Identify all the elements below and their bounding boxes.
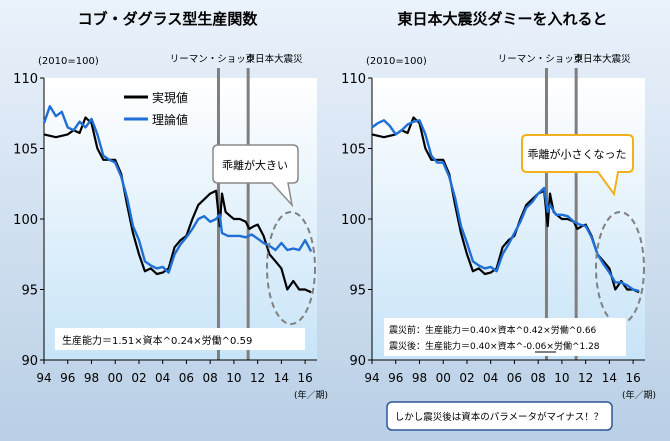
x-tick-label: 00: [108, 371, 123, 385]
note-text: しかし震災後は資本のパラメータがマイナス！？: [395, 411, 604, 423]
event-label-lehman: リーマン・ショック: [170, 54, 256, 65]
y-tick-label: 90: [21, 354, 38, 369]
formula-box: [55, 328, 305, 350]
x-tick-label: 98: [84, 371, 99, 385]
y-tick-label: 90: [349, 354, 366, 369]
x-tick-label: 08: [531, 371, 546, 385]
x-tick-label: 02: [459, 371, 474, 385]
x-tick-label: 14: [602, 371, 617, 385]
x-unit-label: (年／期): [622, 389, 656, 401]
y-tick-label: 100: [13, 213, 38, 228]
plot-area-right: [372, 78, 645, 360]
x-tick-label: 96: [388, 371, 403, 385]
note-box: [386, 401, 613, 431]
x-tick-label: 08: [203, 371, 218, 385]
chart-title-right: 東日本大震災ダミーを入れると: [397, 10, 608, 28]
x-tick-label: 96: [60, 371, 75, 385]
index-label: (2010=100): [38, 56, 99, 67]
x-tick-label: 94: [36, 371, 51, 385]
formula-text: 生産能力＝1.51×資本^0.24×労働^0.59: [62, 334, 252, 347]
y-tick-label: 105: [341, 143, 366, 158]
x-tick-label: 04: [155, 371, 170, 385]
highlight-ellipse: [266, 211, 316, 325]
x-tick-label: 12: [578, 371, 593, 385]
x-tick-label: 06: [179, 371, 194, 385]
x-tick-label: 10: [226, 371, 241, 385]
x-tick-label: 16: [297, 371, 312, 385]
callout-bubble: [521, 134, 634, 197]
x-tick-label: 16: [625, 371, 640, 385]
callout-bubble: [212, 144, 299, 208]
x-tick-label: 06: [507, 371, 522, 385]
x-tick-label: 02: [131, 371, 146, 385]
x-unit-label: (年／期): [294, 389, 328, 401]
series-line-theory: [371, 119, 640, 293]
formula-box: [384, 318, 626, 356]
formula-text: 震災前：生産能力＝0.40×資本^0.42×労働^0.66: [389, 324, 597, 336]
x-tick-label: 94: [364, 371, 379, 385]
x-tick-label: 04: [483, 371, 498, 385]
series-line-theory: [42, 104, 313, 274]
y-tick-label: 100: [341, 213, 366, 228]
y-tick-label: 95: [21, 284, 38, 299]
event-label-lehman: リーマン・ショック: [498, 54, 584, 65]
y-tick-label: 95: [349, 284, 366, 299]
x-tick-label: 10: [554, 371, 569, 385]
event-label-earthquake: 東日本大震災: [574, 53, 632, 65]
event-label-earthquake: 東日本大震災: [246, 53, 304, 65]
callout-text: 乖離が大きい: [222, 158, 288, 172]
legend-label: 理論値: [152, 112, 188, 127]
legend-label: 実現値: [152, 90, 188, 105]
y-tick-label: 105: [13, 143, 38, 158]
index-label: (2010=100): [366, 56, 427, 67]
plot-area-left: [44, 78, 317, 360]
x-tick-label: 00: [436, 371, 451, 385]
formula-text: 震災後：生産能力＝0.40×資本^-0.06×労働^1.28: [389, 340, 600, 352]
x-tick-label: 98: [412, 371, 427, 385]
chart-title-left: コブ・ダグラス型生産関数: [77, 10, 258, 28]
y-tick-label: 110: [341, 72, 366, 87]
y-tick-label: 110: [13, 72, 38, 87]
x-tick-label: 14: [274, 371, 289, 385]
x-tick-label: 12: [250, 371, 265, 385]
callout-text: 乖離が小さくなった: [528, 147, 627, 161]
